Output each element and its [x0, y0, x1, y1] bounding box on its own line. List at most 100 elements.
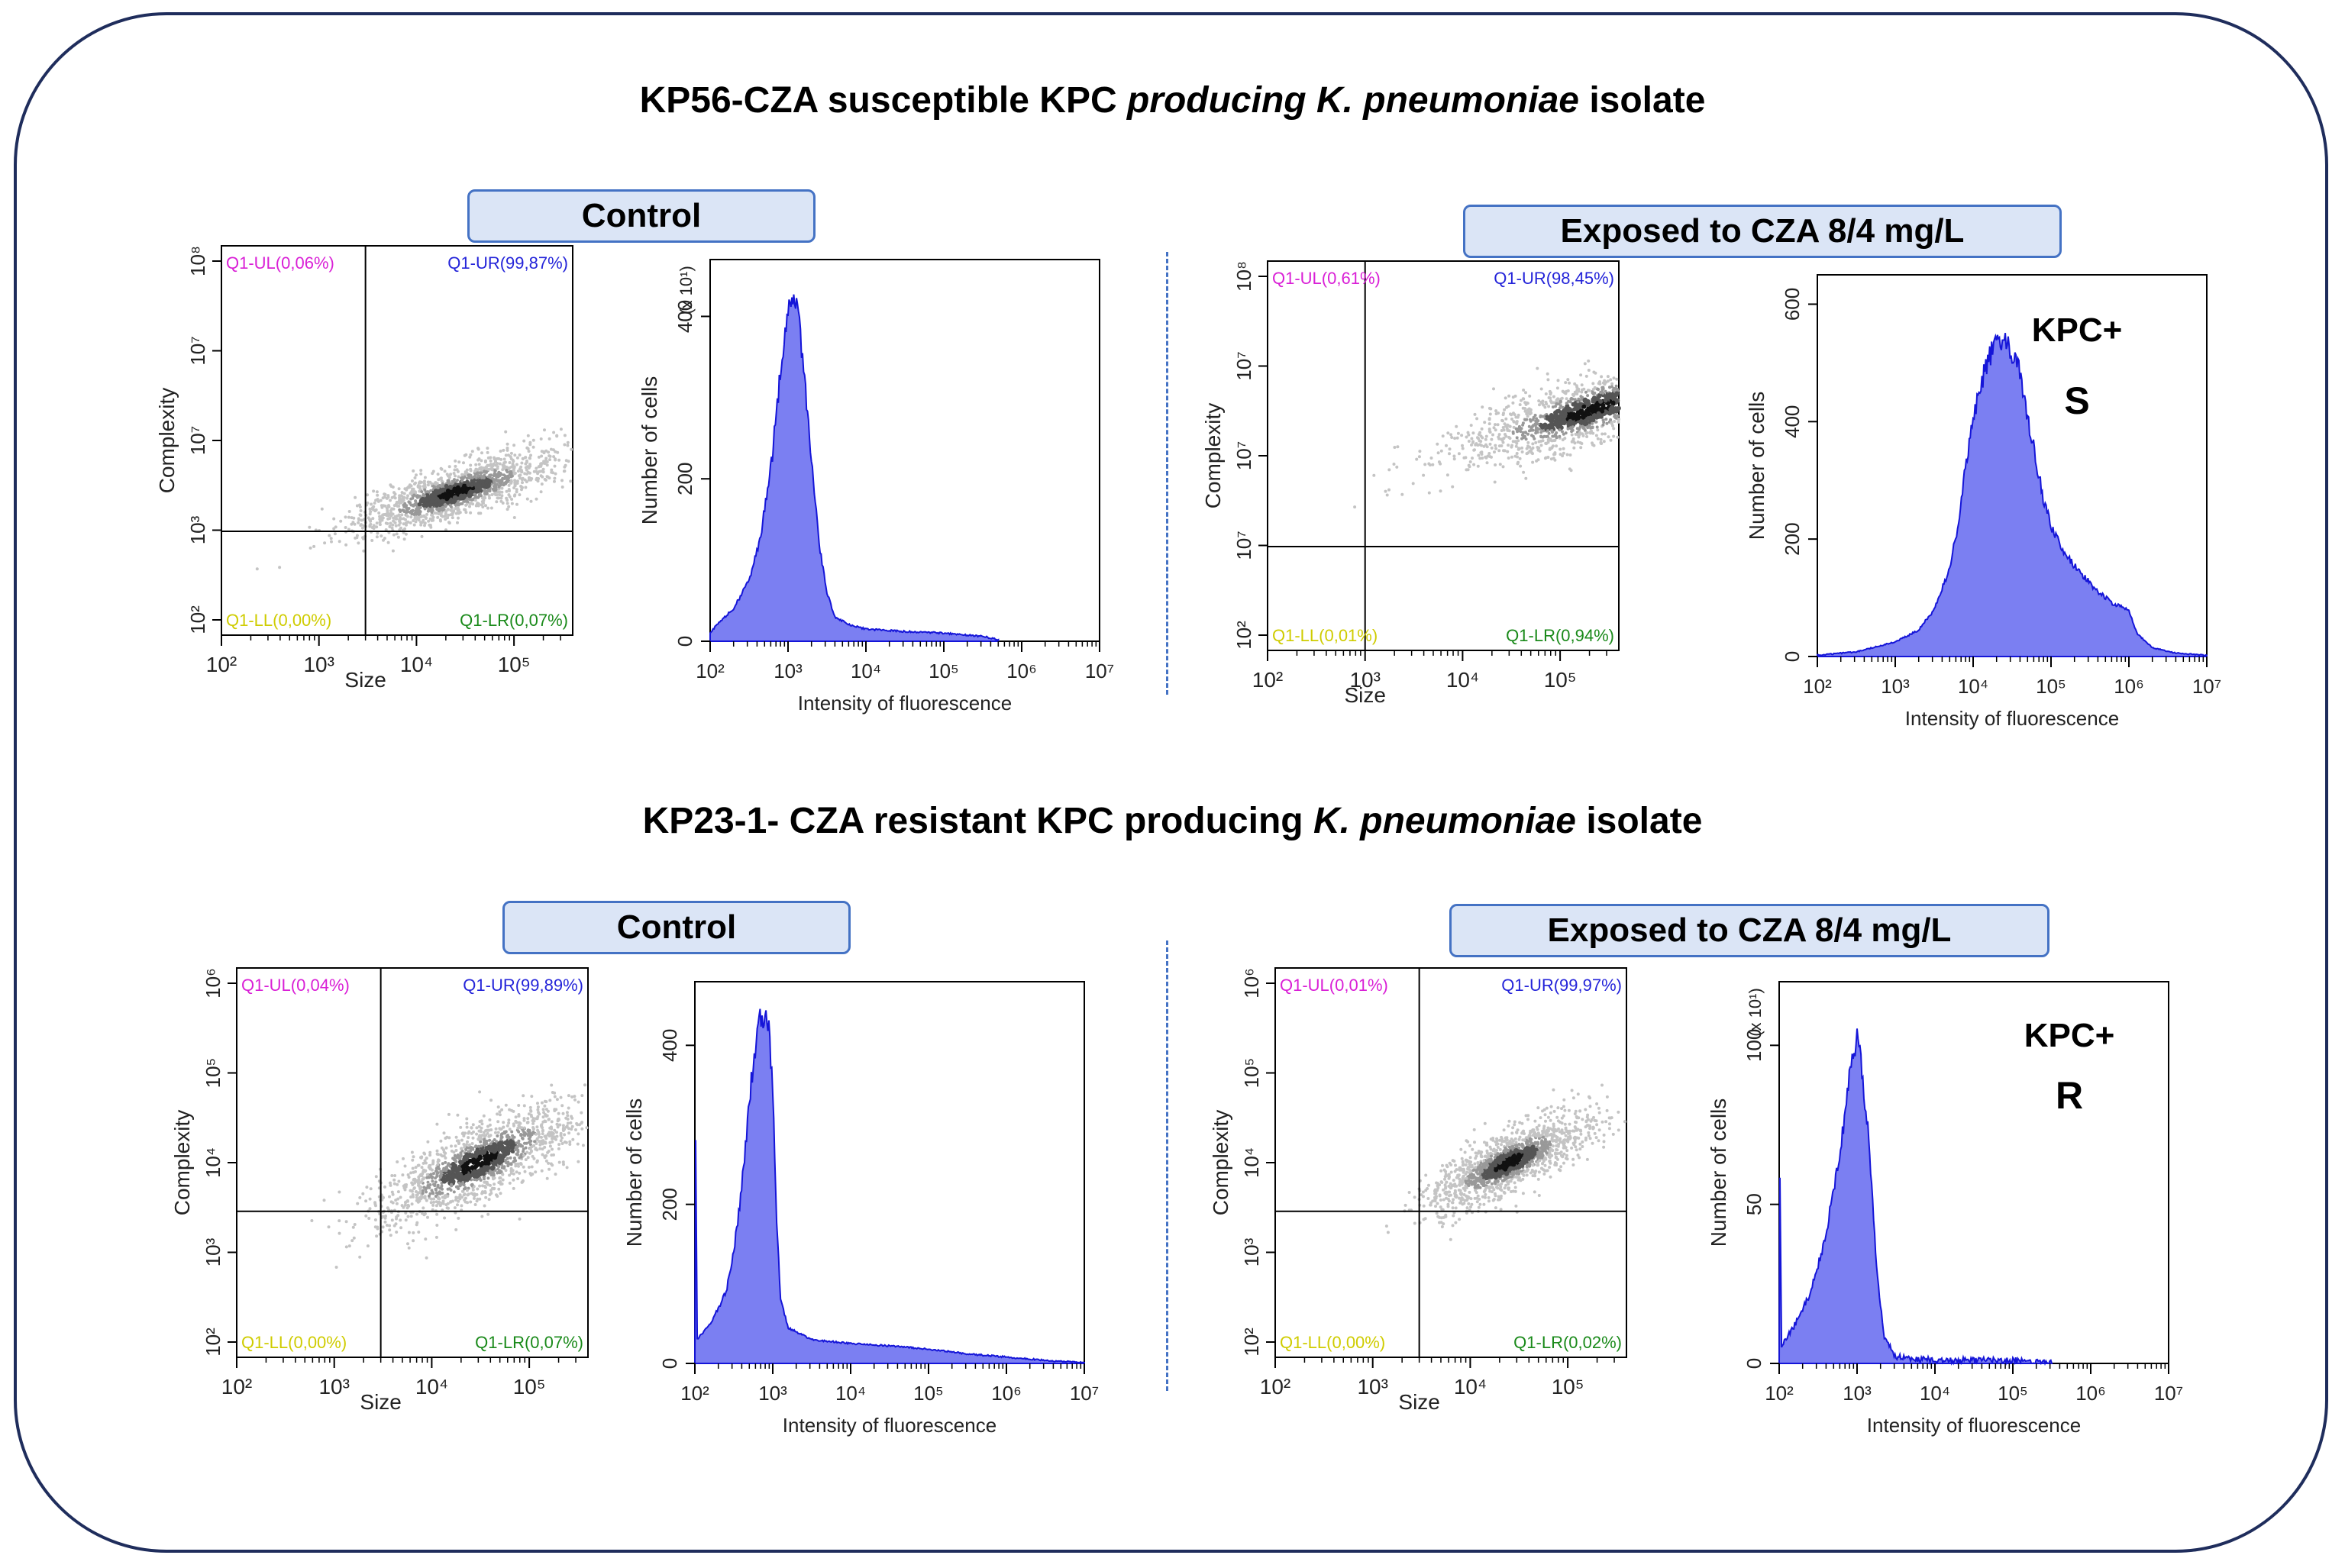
scatter-point — [1441, 434, 1445, 438]
scatter-point — [554, 457, 557, 461]
scatter-point — [1512, 425, 1516, 429]
scatter-point — [452, 509, 455, 513]
scatter-plot-2: Q1-UL(0,61%) Q1-UR(98,45%)Q1-LL(0,01%) Q1-… — [1201, 260, 1621, 707]
scatter-point — [1537, 446, 1541, 450]
scatter-point — [422, 1186, 426, 1189]
scatter-point — [425, 1173, 429, 1176]
scatter-point — [431, 1192, 435, 1195]
scatter-point — [1557, 1127, 1560, 1131]
scatter-point — [557, 1143, 561, 1147]
scatter-point — [447, 1136, 451, 1140]
scatter-point — [1577, 432, 1581, 436]
scatter-point — [1520, 1121, 1524, 1125]
scatter-point — [485, 478, 489, 483]
y-tick-label: 200 — [673, 463, 696, 495]
scatter-point — [386, 1206, 389, 1210]
scatter-point — [559, 427, 563, 431]
scatter-point — [1596, 414, 1601, 419]
scatter-point — [1579, 1132, 1583, 1136]
scatter-point — [1513, 1123, 1516, 1127]
scatter-point — [1558, 406, 1562, 410]
scatter-point — [1413, 1195, 1416, 1199]
scatter-plot-4: Q1-UL(0,01%) Q1-UR(99,97%)Q1-LL(0,00%) Q1-… — [1209, 967, 1627, 1414]
scatter-point — [476, 468, 480, 472]
scatter-point — [1555, 444, 1558, 448]
scatter-point — [412, 1231, 415, 1234]
scatter-point — [1464, 1163, 1468, 1166]
scatter-point — [411, 487, 414, 491]
scatter-point — [1516, 1128, 1520, 1132]
scatter-point — [501, 502, 505, 505]
scatter-point — [547, 1167, 551, 1171]
scatter-point — [497, 1187, 501, 1191]
scatter-point — [373, 502, 376, 505]
scatter-point — [550, 470, 554, 474]
x-tick-label: 10³ — [774, 660, 803, 682]
scatter-point — [1522, 470, 1526, 474]
title-1-part-c: isolate — [1578, 80, 1706, 121]
scatter-point — [541, 1108, 545, 1111]
scatter-point — [1542, 403, 1546, 407]
scatter-point — [1593, 392, 1597, 395]
y-tick-label: 0 — [658, 1358, 681, 1369]
scatter-point — [409, 1171, 413, 1175]
scatter-point — [1581, 1118, 1584, 1121]
scatter-point — [570, 1128, 573, 1131]
scatter-point — [1575, 405, 1580, 411]
scatter-point — [1474, 1151, 1478, 1155]
scatter-point — [544, 1100, 548, 1104]
scatter-point — [1604, 1120, 1608, 1124]
scatter-point — [1384, 489, 1387, 493]
scatter-point — [444, 1194, 447, 1198]
scatter-point — [1510, 455, 1513, 459]
scatter-point — [545, 463, 549, 467]
scatter-point — [380, 505, 384, 509]
scatter-point — [412, 493, 416, 497]
scatter-point — [372, 489, 376, 493]
exposed-label-1: Exposed to CZA 8/4 mg/L — [1463, 205, 2062, 258]
scatter-point — [466, 1176, 471, 1181]
scatter-point — [350, 1239, 354, 1243]
scatter-point — [521, 1144, 524, 1148]
scatter-point — [445, 1167, 449, 1171]
scatter-point — [1548, 1133, 1552, 1137]
scatter-point — [1454, 1206, 1458, 1210]
scatter-point — [531, 1121, 535, 1125]
scatter-point — [389, 1200, 393, 1204]
y-axis-label: Complexity — [1201, 403, 1225, 508]
scatter-point — [1440, 1225, 1444, 1228]
scatter-point — [518, 493, 522, 497]
scatter-point — [550, 1153, 554, 1157]
scatter-point — [420, 1166, 424, 1170]
scatter-point — [507, 1118, 511, 1122]
scatter-point — [497, 496, 501, 500]
scatter-point — [444, 1177, 450, 1182]
scatter-point — [1588, 1105, 1592, 1108]
scatter-point — [1411, 482, 1415, 486]
scatter-point — [431, 469, 435, 473]
scatter-point — [1571, 415, 1576, 421]
scatter-point — [412, 469, 415, 473]
scatter-point — [1530, 434, 1533, 437]
scatter-point — [429, 1201, 433, 1205]
scatter-point — [544, 459, 547, 463]
panel-2-title: KP23-1- CZA resistant KPC producing K. p… — [0, 800, 2345, 842]
scatter-point — [480, 1215, 484, 1218]
scatter-point — [1583, 428, 1587, 432]
scatter-point — [407, 1246, 411, 1250]
scatter-point — [1439, 462, 1442, 466]
scatter-point — [467, 493, 473, 498]
scatter-point — [1490, 1154, 1493, 1158]
scatter-point — [1511, 401, 1515, 405]
scatter-point — [1544, 392, 1548, 395]
scatter-point — [473, 469, 476, 473]
scatter-point — [1386, 1231, 1390, 1234]
scatter-point — [515, 482, 519, 485]
scatter-point — [1539, 415, 1542, 418]
scatter-point — [376, 531, 380, 535]
scatter-point — [1549, 391, 1552, 395]
scatter-point — [1427, 491, 1431, 495]
scatter-point — [1555, 1148, 1559, 1152]
scatter-point — [526, 447, 530, 450]
scatter-point — [554, 1173, 557, 1176]
